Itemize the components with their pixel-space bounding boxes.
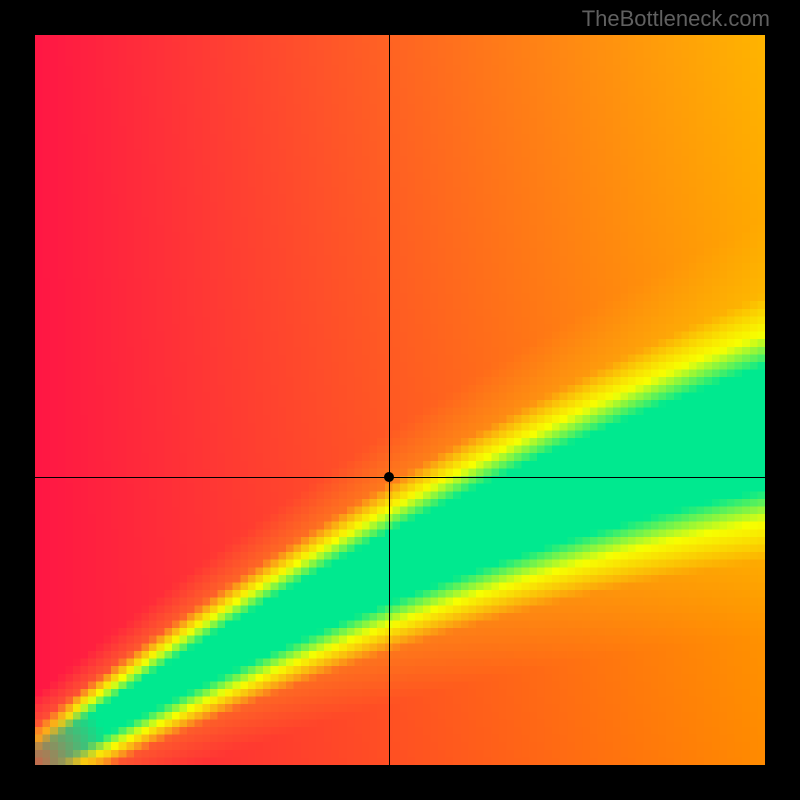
selection-marker	[384, 472, 394, 482]
watermark-text: TheBottleneck.com	[582, 6, 770, 32]
bottleneck-heatmap-plot	[35, 35, 765, 765]
crosshair-vertical	[389, 35, 390, 765]
heatmap-canvas	[35, 35, 765, 765]
crosshair-horizontal	[35, 477, 765, 478]
